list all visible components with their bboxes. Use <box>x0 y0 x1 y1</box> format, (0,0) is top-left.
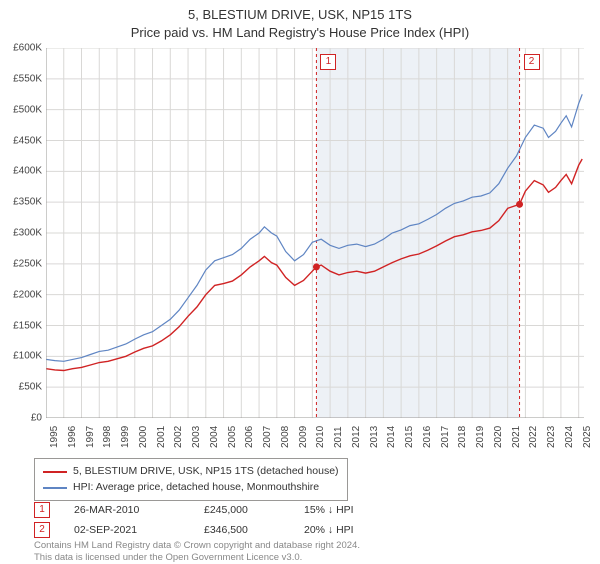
footer-attribution: Contains HM Land Registry data © Crown c… <box>34 540 574 564</box>
chart-title: 5, BLESTIUM DRIVE, USK, NP15 1TS Price p… <box>0 0 600 41</box>
legend-swatch-hpi <box>43 487 67 489</box>
x-tick-label: 1997 <box>85 426 96 448</box>
x-tick-label: 2018 <box>457 426 468 448</box>
transaction-price: £245,000 <box>204 504 304 516</box>
x-tick-label: 2012 <box>351 426 362 448</box>
y-tick-label: £200K <box>13 289 42 300</box>
footer-line2: This data is licensed under the Open Gov… <box>34 552 302 563</box>
chart-marker-2: 2 <box>524 54 540 70</box>
x-tick-label: 1996 <box>67 426 78 448</box>
transaction-badge: 2 <box>34 522 50 538</box>
x-tick-label: 2024 <box>564 426 575 448</box>
chart-container: 5, BLESTIUM DRIVE, USK, NP15 1TS Price p… <box>0 0 600 560</box>
y-tick-label: £300K <box>13 228 42 239</box>
y-tick-label: £50K <box>19 382 42 393</box>
transaction-vs-hpi: 15% ↓ HPI <box>304 504 404 516</box>
x-tick-label: 2006 <box>244 426 255 448</box>
x-tick-label: 1995 <box>49 426 60 448</box>
legend-row-price: 5, BLESTIUM DRIVE, USK, NP15 1TS (detach… <box>43 464 339 480</box>
footer-line1: Contains HM Land Registry data © Crown c… <box>34 540 360 551</box>
x-tick-label: 2005 <box>227 426 238 448</box>
chart-marker-1: 1 <box>320 54 336 70</box>
x-tick-label: 2011 <box>333 426 344 448</box>
transaction-date: 26-MAR-2010 <box>74 504 204 516</box>
y-tick-label: £550K <box>13 73 42 84</box>
title-line2: Price paid vs. HM Land Registry's House … <box>0 24 600 42</box>
transaction-price: £346,500 <box>204 524 304 536</box>
legend-label-price: 5, BLESTIUM DRIVE, USK, NP15 1TS (detach… <box>73 464 339 480</box>
y-axis-labels: £0£50K£100K£150K£200K£250K£300K£350K£400… <box>0 48 44 418</box>
x-tick-label: 1998 <box>102 426 113 448</box>
y-tick-label: £500K <box>13 104 42 115</box>
y-tick-label: £100K <box>13 351 42 362</box>
x-tick-label: 2008 <box>280 426 291 448</box>
y-tick-label: £350K <box>13 197 42 208</box>
transaction-vs-hpi: 20% ↓ HPI <box>304 524 404 536</box>
x-tick-label: 2014 <box>386 426 397 448</box>
chart-plot-area: 12 <box>46 48 584 418</box>
legend: 5, BLESTIUM DRIVE, USK, NP15 1TS (detach… <box>34 458 348 501</box>
x-tick-label: 2000 <box>138 426 149 448</box>
x-tick-label: 2025 <box>582 426 593 448</box>
y-tick-label: £150K <box>13 320 42 331</box>
y-tick-label: £250K <box>13 258 42 269</box>
transaction-badge: 1 <box>34 502 50 518</box>
x-tick-label: 2007 <box>262 426 273 448</box>
title-line1: 5, BLESTIUM DRIVE, USK, NP15 1TS <box>0 6 600 24</box>
x-tick-label: 2009 <box>298 426 309 448</box>
transaction-date: 02-SEP-2021 <box>74 524 204 536</box>
legend-swatch-price <box>43 471 67 473</box>
transaction-table: 1 26-MAR-2010£245,00015% ↓ HPI 2 02-SEP-202… <box>34 500 404 540</box>
x-tick-label: 2020 <box>493 426 504 448</box>
x-tick-label: 2010 <box>315 426 326 448</box>
y-tick-label: £400K <box>13 166 42 177</box>
x-tick-label: 2002 <box>173 426 184 448</box>
x-tick-label: 2003 <box>191 426 202 448</box>
legend-label-hpi: HPI: Average price, detached house, Monm… <box>73 480 319 496</box>
y-tick-label: £450K <box>13 135 42 146</box>
y-tick-label: £600K <box>13 43 42 54</box>
legend-row-hpi: HPI: Average price, detached house, Monm… <box>43 480 339 496</box>
x-tick-label: 2016 <box>422 426 433 448</box>
x-tick-label: 2004 <box>209 426 220 448</box>
x-tick-label: 1999 <box>120 426 131 448</box>
x-tick-label: 2013 <box>369 426 380 448</box>
x-tick-label: 2015 <box>404 426 415 448</box>
x-tick-label: 2019 <box>475 426 486 448</box>
y-tick-label: £0 <box>31 413 42 424</box>
transaction-row: 2 02-SEP-2021£346,50020% ↓ HPI <box>34 520 404 540</box>
transaction-row: 1 26-MAR-2010£245,00015% ↓ HPI <box>34 500 404 520</box>
chart-svg <box>46 48 584 418</box>
x-tick-label: 2023 <box>546 426 557 448</box>
x-axis-labels: 1995 1996 1997 1998 1999 2000 2001 2002 2003 2004… <box>46 420 584 456</box>
x-tick-label: 2001 <box>156 426 167 448</box>
x-tick-label: 2017 <box>440 426 451 448</box>
x-tick-label: 2021 <box>511 426 522 448</box>
x-tick-label: 2022 <box>528 426 539 448</box>
